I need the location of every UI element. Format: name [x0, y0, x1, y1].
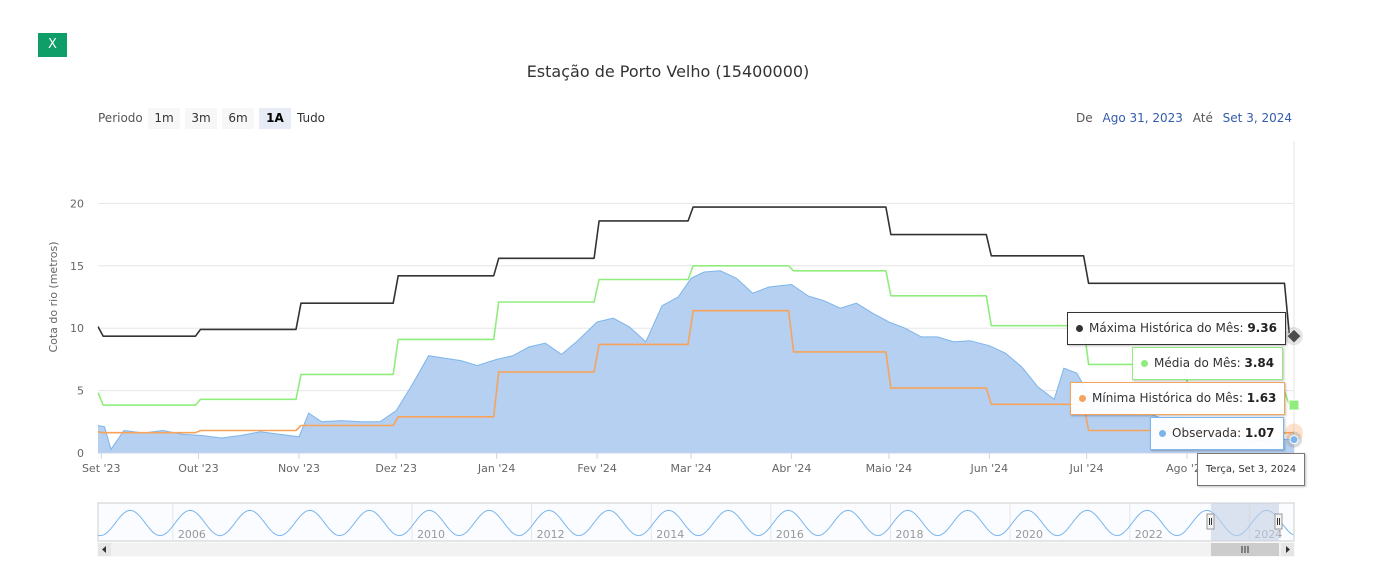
x-tick-label: Mar '24 [670, 462, 711, 475]
range-button-1a[interactable]: 1A [259, 108, 291, 129]
close-button[interactable]: X [38, 33, 67, 57]
x-tick-label: Set '23 [82, 462, 121, 475]
range-button-tudo[interactable]: Tudo [296, 111, 326, 125]
y-tick-label: 15 [70, 260, 84, 273]
navigator-year-label: 2012 [537, 528, 565, 541]
navigator-year-label: 2020 [1015, 528, 1043, 541]
navigator-left-handle [1206, 513, 1215, 530]
y-tick-label: 5 [77, 385, 84, 398]
navigator-year-label: 2016 [776, 528, 804, 541]
navigator-selected-range [1211, 503, 1279, 541]
series-dot-icon [1076, 325, 1083, 332]
tooltip-observada-value: 1.07 [1244, 426, 1275, 440]
tooltip-minima-value: 1.63 [1246, 391, 1277, 405]
chart-title: Estação de Porto Velho (15400000) [526, 62, 810, 81]
navigator-year-label: 2022 [1135, 528, 1163, 541]
observada-area [98, 270, 1294, 453]
arrow-right-icon [1286, 546, 1290, 553]
navigator-year-label: 2006 [178, 528, 206, 541]
y-tick-label: 0 [77, 447, 84, 460]
observada-marker [1289, 435, 1299, 445]
maxima-marker-halo [1285, 327, 1303, 346]
tooltip-observada: Observada: 1.07 [1150, 417, 1284, 450]
date-from-label: De [1076, 111, 1093, 125]
y-axis-title: Cota do rio (metros) [47, 241, 60, 352]
tooltip-media: Média do Mês: 3.84 [1132, 347, 1284, 380]
date-from-input[interactable]: Ago 31, 2023 [1102, 111, 1183, 125]
range-button-3m[interactable]: 3m [185, 108, 217, 129]
media-marker [1288, 399, 1300, 411]
navigator-year-label: 2018 [896, 528, 924, 541]
maxima-step-line [97, 206, 1295, 337]
minima-step-line [97, 309, 1295, 434]
period-label: Periodo [98, 111, 143, 125]
observada-series [97, 270, 1295, 453]
minima-marker-halo [1285, 423, 1303, 442]
range-button-6m[interactable]: 6m [222, 108, 254, 129]
x-tick-label: Maio '24 [866, 462, 913, 475]
x-tick-label: Out '23 [178, 462, 218, 475]
y-axis: 0 5 10 15 20 Cota do rio (metros) [47, 197, 84, 460]
x-tick-label: Jan '24 [477, 462, 515, 475]
date-to-input[interactable]: Set 3, 2024 [1222, 111, 1292, 125]
series-dot-icon [1141, 360, 1148, 367]
maxima-marker [1286, 328, 1302, 344]
tooltip-minima-name: Mínima Histórica do Mês [1092, 391, 1239, 405]
x-tick-label: Abr '24 [772, 462, 812, 475]
navigator-year-label: 2014 [656, 528, 684, 541]
tooltip-observada-name: Observada [1172, 426, 1238, 440]
y-tick-label: 10 [70, 322, 84, 335]
tooltip-media-value: 3.84 [1244, 356, 1275, 370]
x-tick-label: Jul '24 [1069, 462, 1104, 475]
navigator[interactable]: 200620102012201420162018202020222024 [97, 502, 1295, 557]
tooltip-minima: Mínima Histórica do Mês: 1.63 [1070, 382, 1286, 415]
tooltip-date: Terça, Set 3, 2024 [1197, 453, 1305, 486]
y-tick-label: 20 [70, 197, 84, 210]
arrow-left-icon [102, 546, 106, 553]
x-tick-label: Nov '23 [278, 462, 320, 475]
x-tick-label: Jun '24 [969, 462, 1008, 475]
tooltip-maxima: Máxima Histórica do Mês: 9.36 [1067, 312, 1286, 345]
x-tick-label: Dez '23 [375, 462, 417, 475]
tooltip-maxima-value: 9.36 [1247, 321, 1277, 335]
navigator-right-handle [1274, 513, 1283, 530]
date-range: De Ago 31, 2023 Até Set 3, 2024 [1076, 111, 1292, 125]
navigator-year-label: 2010 [417, 528, 445, 541]
series-dot-icon [1079, 395, 1086, 402]
tooltip-media-name: Média do Mês [1154, 356, 1237, 370]
x-tick-label: Fev '24 [577, 462, 617, 475]
date-to-label: Até [1192, 111, 1213, 125]
navigator-series-line [97, 509, 1294, 537]
series-markers [1285, 327, 1303, 448]
x-axis: Set '23 Out '23 Nov '23 Dez '23 Jan '24 Fev '… [82, 452, 1294, 475]
tooltip-maxima-name: Máxima Histórica do Mês [1089, 321, 1240, 335]
series-dot-icon [1159, 430, 1166, 437]
range-button-1m[interactable]: 1m [148, 108, 180, 129]
scrollbar-track [97, 542, 1295, 557]
